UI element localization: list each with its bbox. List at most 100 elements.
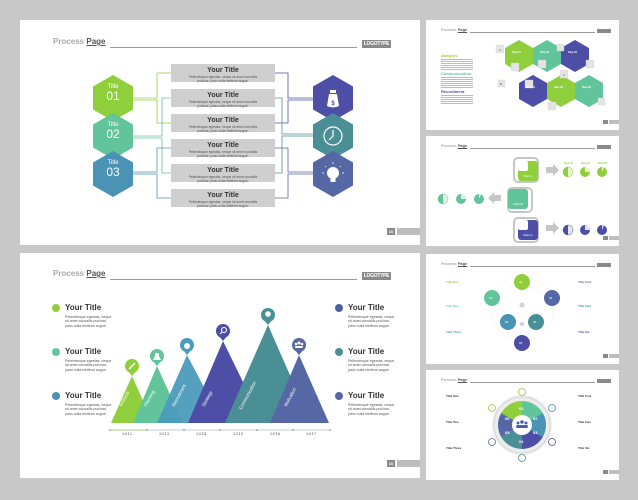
search-icon xyxy=(219,326,228,335)
step-label: Step 01 xyxy=(512,51,521,54)
year-label: 2012 xyxy=(122,431,133,436)
sidebar-text xyxy=(441,59,473,71)
team-icon xyxy=(294,341,304,348)
option-label[interactable]: Option A xyxy=(523,234,533,237)
cube-hexagon-diagram: C A B xyxy=(495,40,606,111)
node-number: 06 xyxy=(519,341,523,345)
segment-wheel xyxy=(488,388,556,462)
option-label[interactable]: Option B xyxy=(513,203,523,206)
svg-text:$: $ xyxy=(331,101,335,107)
hexagon-title-03[interactable]: Title 03 xyxy=(93,151,133,197)
step-label: Step 03 xyxy=(568,51,577,54)
item-title: Title Three xyxy=(446,330,462,334)
logotype xyxy=(597,145,611,149)
option-label[interactable]: Option C xyxy=(523,175,533,178)
options-diagram xyxy=(437,157,607,243)
segment-number: 04 xyxy=(519,439,524,444)
item-title: Title Two xyxy=(446,420,459,424)
bullet-dot xyxy=(335,304,343,312)
sidebar-title: Analysis xyxy=(441,53,458,58)
item-title: Title Six xyxy=(578,446,590,450)
hexagon-label: Title xyxy=(107,160,119,166)
hexagon-title-01[interactable]: Title 01 xyxy=(93,75,133,121)
hexagon-clock[interactable] xyxy=(313,113,353,159)
page-number xyxy=(603,354,608,358)
year-label: 2013 xyxy=(159,431,170,436)
page-bar xyxy=(609,236,619,240)
slide-hexagon-process[interactable]: Process Page LOGOTYPE Title 01 xyxy=(20,20,420,245)
info-box[interactable]: Your Title Pellentesque egestas, neque s… xyxy=(171,164,275,183)
step-label: Step 06 xyxy=(582,86,591,89)
mountain-chart xyxy=(109,308,331,431)
segment-number: 05 xyxy=(505,430,510,435)
hexagon-title-02[interactable]: Title 02 xyxy=(93,113,133,159)
info-box[interactable]: Your Title Pellentesque egestas, neque s… xyxy=(171,189,275,208)
header-rule xyxy=(110,279,357,280)
sidebar-title: Recruitment xyxy=(441,89,465,94)
hexagon-lightbulb[interactable] xyxy=(313,151,353,197)
bullet-dot xyxy=(52,304,60,312)
header-rule xyxy=(470,148,595,149)
step-label: Step 01 xyxy=(564,162,573,165)
circle-network xyxy=(484,274,560,351)
slide-thumbnail-circles[interactable]: Process Page Title One Title Two Title T… xyxy=(426,254,619,364)
header-rule xyxy=(470,266,595,267)
hexagon-number: 03 xyxy=(106,165,120,179)
node-number: 01 xyxy=(519,280,523,284)
pencil-icon xyxy=(128,362,136,370)
item-title: Title Four xyxy=(578,394,592,398)
header-rule xyxy=(110,47,357,48)
step-label: Step 02 xyxy=(540,51,549,54)
item-title: Title One xyxy=(446,280,459,284)
bullet-dot xyxy=(335,348,343,356)
slide-thumbnail-wheel[interactable]: Process Page Title One Title Two Title T… xyxy=(426,370,619,480)
node-number: 04 xyxy=(505,320,509,324)
node-number: 05 xyxy=(533,320,537,324)
item-title: Title Three xyxy=(446,446,462,450)
page-number: 10 xyxy=(387,460,395,467)
page-title: Process Page xyxy=(441,143,468,148)
page-number: 10 xyxy=(387,228,395,235)
bullet-dot xyxy=(52,348,60,356)
cube-letter: C xyxy=(499,48,502,52)
sidebar-text xyxy=(441,95,473,105)
info-box[interactable]: Your Title Pellentesque egestas, neque s… xyxy=(171,89,275,108)
segment-number: 01 xyxy=(519,406,524,411)
step-label: Step 04 xyxy=(526,86,535,89)
page-number xyxy=(603,470,608,474)
sidebar-text xyxy=(441,77,473,89)
bullet-dot xyxy=(52,392,60,400)
cube-letter: B xyxy=(500,82,502,86)
page-title: Process Page xyxy=(53,269,106,278)
logotype: LOGOTYPE xyxy=(597,29,611,33)
info-box[interactable]: Your Title Pellentesque egestas, neque s… xyxy=(171,64,275,83)
money-bag-icon: $ xyxy=(327,90,339,108)
info-box[interactable]: Your Title Pellentesque egestas, neque s… xyxy=(171,139,275,158)
lightbulb-icon xyxy=(265,311,271,317)
pin-markers xyxy=(125,308,306,376)
hexagon-label: Title xyxy=(107,122,119,128)
hexagon-label: Title xyxy=(107,84,119,90)
page-bar xyxy=(609,470,619,474)
step-label: Step 03 xyxy=(598,162,607,165)
slide-mountain-timeline[interactable]: Process Page LOGOTYPE Your Title Pellent… xyxy=(20,253,420,478)
logotype: LOGOTYPE xyxy=(362,40,391,48)
slide-thumbnail-cubes[interactable]: Process Page LOGOTYPE Analysis Communica… xyxy=(426,20,619,130)
sidebar-title: Communication xyxy=(441,71,472,76)
node-number: 03 xyxy=(549,296,553,300)
page-title: Process Page xyxy=(441,377,468,382)
logotype xyxy=(597,263,611,267)
year-label: 2016 xyxy=(270,431,281,436)
item-title: Title Five xyxy=(578,304,591,308)
header-rule xyxy=(470,382,595,383)
year-label: 2015 xyxy=(233,431,244,436)
hexagon-money[interactable]: $ xyxy=(313,75,353,121)
node-number: 02 xyxy=(489,296,493,300)
bullet-dot xyxy=(335,392,343,400)
item-title: Title One xyxy=(446,394,459,398)
slide-thumbnail-options[interactable]: Process Page Option C Option B xyxy=(426,136,619,246)
step-label: Step 02 xyxy=(581,162,590,165)
cube-letter: A xyxy=(563,73,565,77)
logotype: LOGOTYPE xyxy=(362,272,391,280)
info-box[interactable]: Your Title Pellentesque egestas, neque s… xyxy=(171,114,275,133)
